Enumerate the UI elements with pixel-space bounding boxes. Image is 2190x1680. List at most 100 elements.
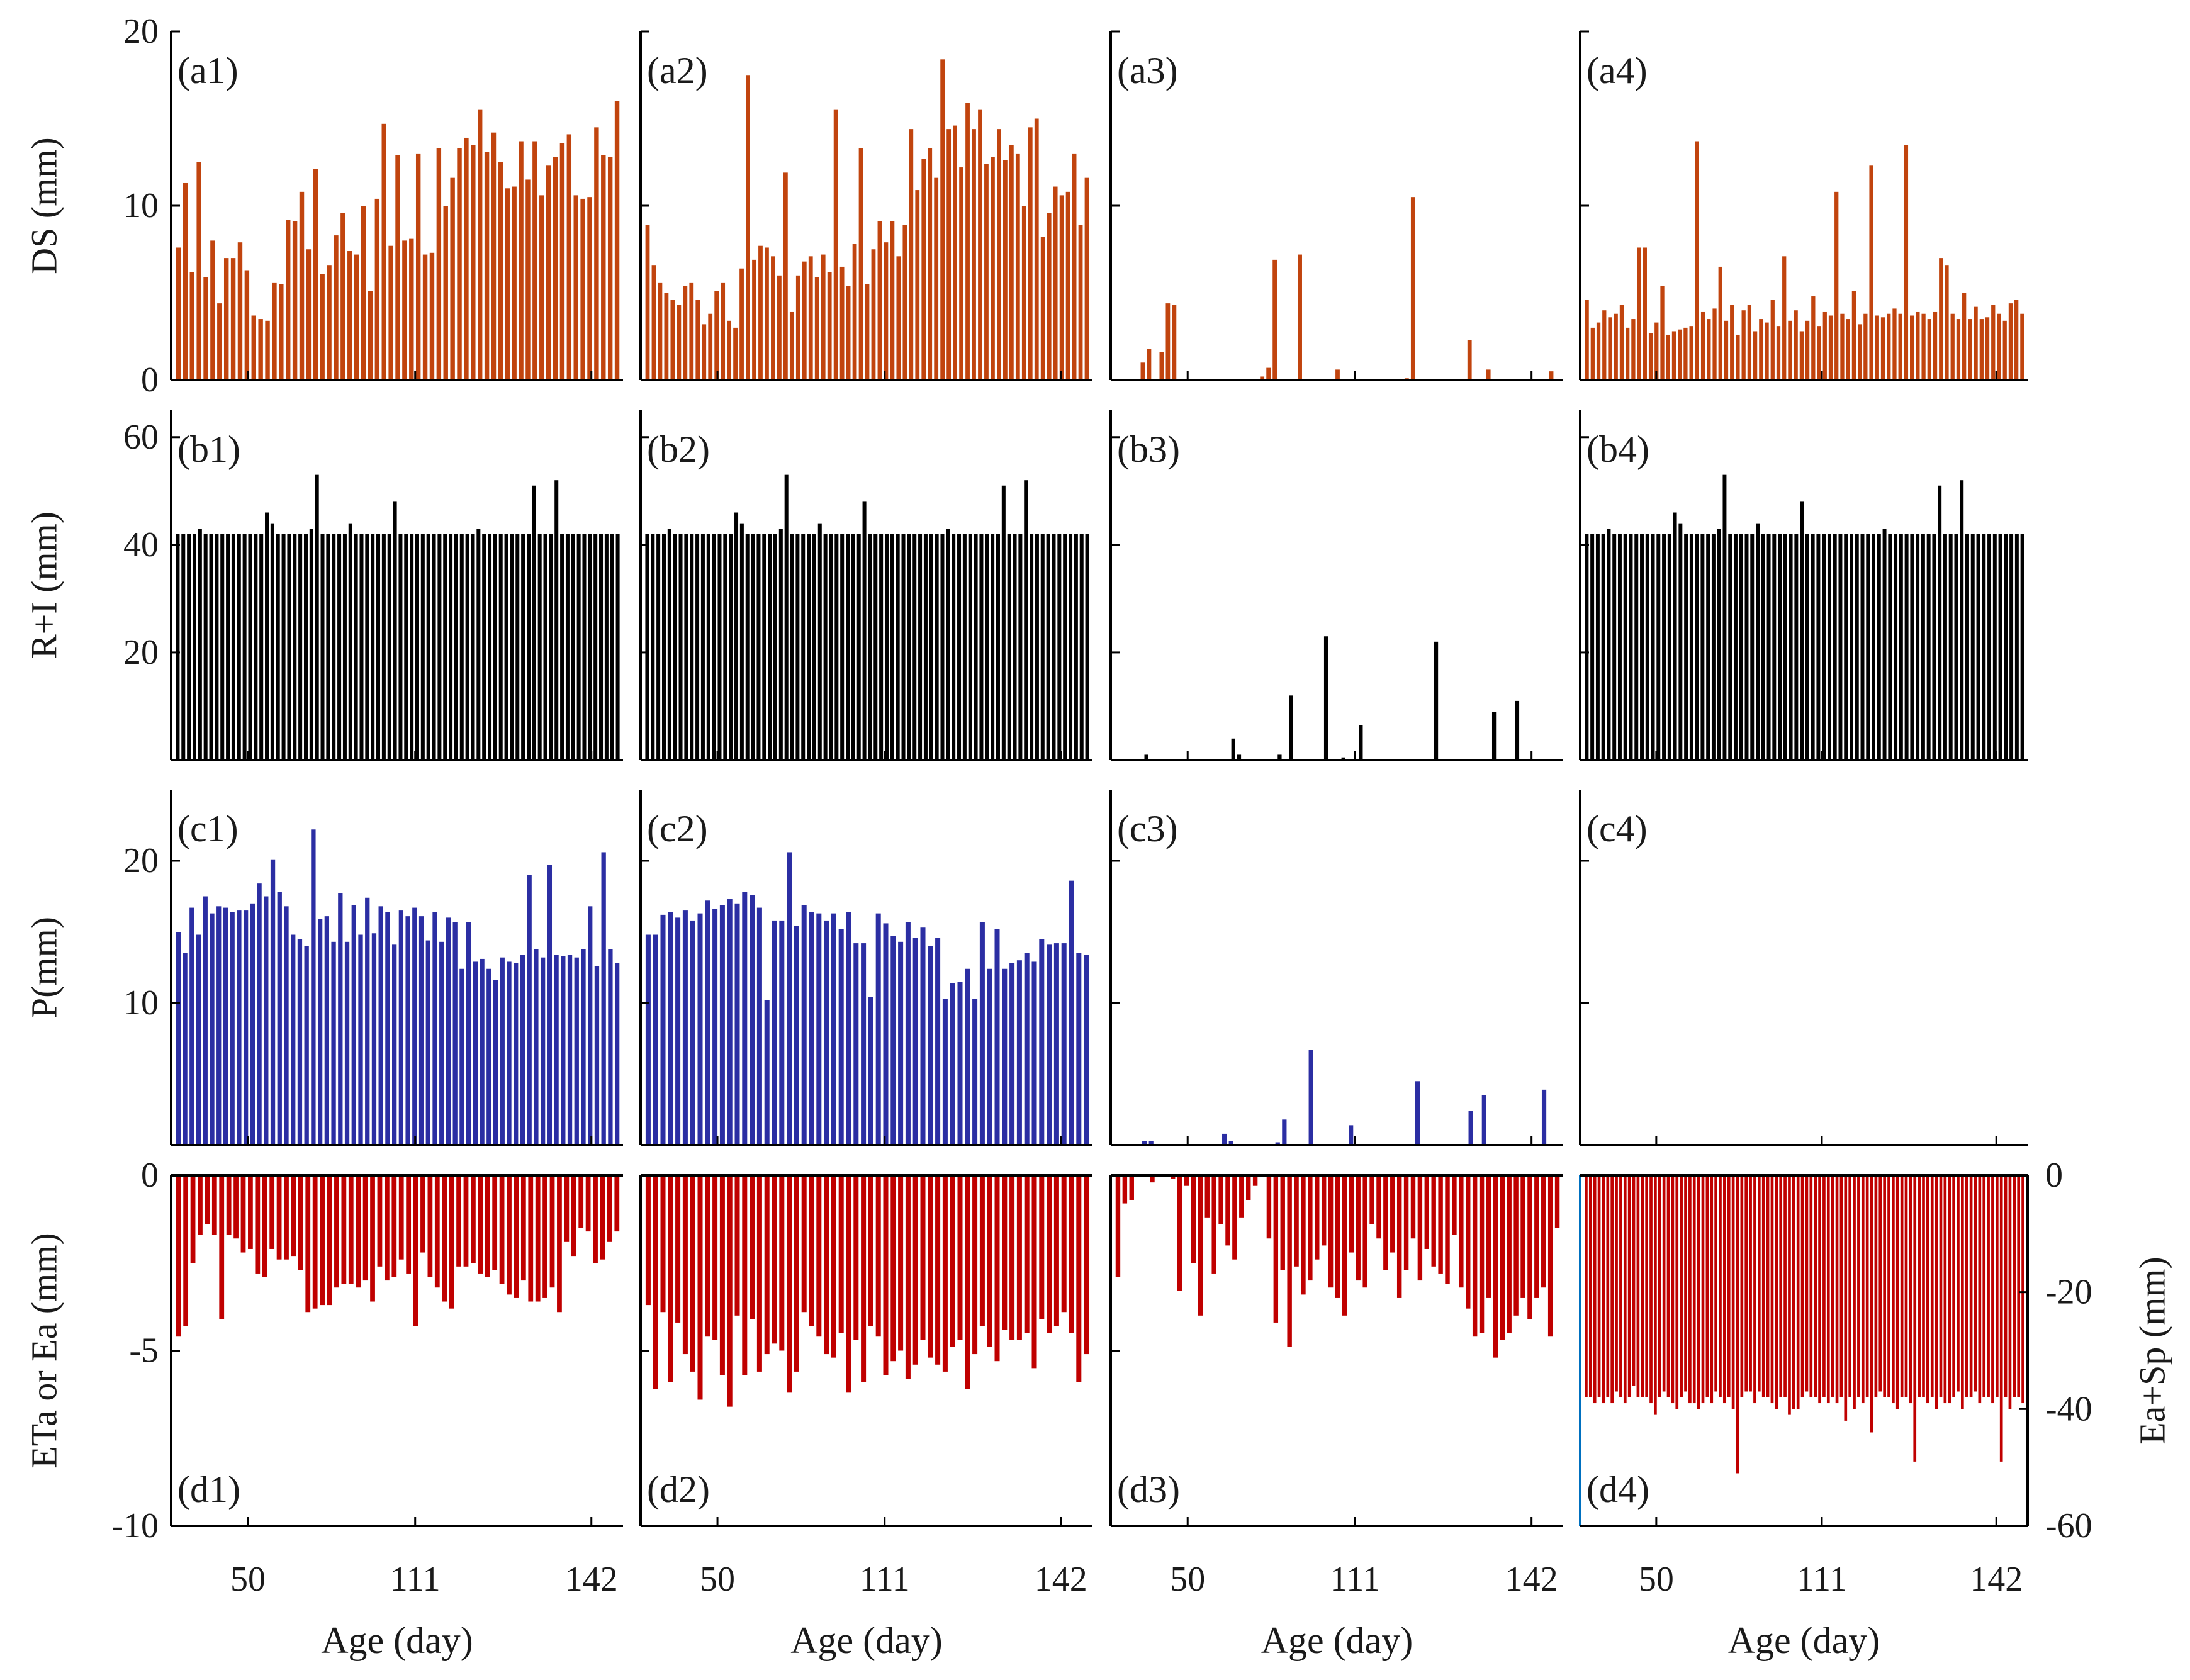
- bar-d4-63: [1853, 1175, 1856, 1409]
- bar-b2-69: [1024, 480, 1028, 760]
- bar-a2-16: [739, 268, 744, 380]
- bar-a1-43: [464, 137, 469, 380]
- bar-b2-56: [952, 534, 956, 760]
- bar-b1-51: [454, 534, 458, 760]
- bar-a2-49: [946, 129, 952, 380]
- bar-a2-41: [896, 256, 901, 380]
- bar-b2-70: [1030, 534, 1034, 760]
- bar-a1-30: [374, 198, 380, 380]
- bar-d4-100: [2013, 1175, 2016, 1397]
- x-tick-label-d4: 142: [1970, 1560, 2023, 1599]
- bar-b1-32: [348, 523, 352, 760]
- bar-a2-14: [727, 320, 732, 380]
- bar-a2-45: [921, 159, 926, 380]
- bar-d3-6: [1150, 1175, 1155, 1183]
- bar-a4-62: [1939, 258, 1943, 380]
- bar-d3-43: [1403, 1175, 1409, 1270]
- bar-c1-4: [196, 934, 201, 1145]
- bar-d2-31: [868, 1175, 873, 1326]
- bar-a4-44: [1834, 191, 1839, 380]
- bar-b4-46: [1833, 534, 1837, 760]
- bar-b1-64: [526, 534, 531, 760]
- bar-c1-12: [250, 903, 256, 1145]
- bar-b2-48: [907, 534, 911, 760]
- bar-d3-15: [1211, 1175, 1216, 1274]
- bar-d1-32: [398, 1175, 404, 1260]
- bar-d4-5: [1602, 1175, 1605, 1404]
- bar-c3-65: [1541, 1089, 1547, 1145]
- bar-c1-33: [391, 944, 397, 1145]
- bar-b2-67: [1013, 534, 1017, 760]
- bar-c2-60: [1084, 955, 1089, 1145]
- bar-b2-75: [1057, 534, 1062, 760]
- bar-d4-30: [1710, 1175, 1714, 1404]
- bar-b4-12: [1645, 534, 1649, 760]
- bar-c1-55: [540, 957, 546, 1145]
- bar-b2-28: [795, 534, 800, 760]
- bar-a3-10: [1172, 305, 1177, 380]
- panel-d2: [639, 1174, 1092, 1527]
- bar-a2-3: [658, 282, 663, 380]
- panel-label-c1: (c1): [177, 808, 239, 849]
- bar-d2-40: [935, 1175, 941, 1365]
- bar-a1-33: [395, 155, 400, 381]
- bar-a1-62: [594, 127, 599, 380]
- bar-a2-60: [1015, 153, 1020, 380]
- bar-d1-50: [528, 1175, 534, 1302]
- bar-b2-63: [991, 534, 995, 760]
- bar-c1-57: [554, 955, 559, 1145]
- bar-d4-31: [1714, 1175, 1717, 1392]
- bar-d4-101: [2017, 1175, 2021, 1397]
- bar-a2-9: [695, 300, 700, 380]
- bar-b1-13: [242, 534, 247, 760]
- bar-b1-26: [315, 474, 319, 760]
- bar-a1-10: [237, 242, 243, 380]
- bar-d4-89: [1965, 1175, 1968, 1397]
- bar-a1-44: [471, 145, 476, 381]
- bar-d4-99: [2008, 1175, 2012, 1409]
- bar-a2-11: [708, 313, 713, 380]
- bar-b2-9: [690, 534, 694, 760]
- bar-b2-51: [923, 534, 928, 760]
- bar-a1-58: [566, 134, 572, 380]
- bar-a4-5: [1608, 317, 1612, 380]
- bar-d4-102: [2021, 1175, 2024, 1404]
- bar-c1-46: [480, 958, 485, 1145]
- bar-b1-56: [482, 534, 486, 760]
- bar-b2-22: [762, 534, 766, 760]
- bar-a4-72: [1997, 313, 2001, 380]
- bar-c2-41: [942, 999, 948, 1145]
- bar-a2-24: [789, 311, 794, 380]
- bar-d2-16: [756, 1175, 762, 1372]
- bar-d4-14: [1641, 1175, 1644, 1397]
- bar-a1-39: [436, 148, 442, 380]
- bar-a1-46: [484, 152, 490, 380]
- bar-a4-31: [1759, 319, 1763, 380]
- bar-c2-46: [979, 922, 985, 1145]
- bar-a4-32: [1765, 322, 1769, 380]
- bar-b2-3: [656, 534, 661, 760]
- bar-d1-48: [514, 1175, 519, 1298]
- bar-a4-41: [1817, 326, 1821, 380]
- bar-b1-15: [254, 534, 258, 760]
- bar-d2-25: [824, 1175, 829, 1355]
- bar-a2-54: [978, 109, 982, 380]
- bar-c1-41: [446, 917, 451, 1145]
- bar-a4-61: [1933, 311, 1938, 380]
- bar-a1-18: [292, 221, 298, 380]
- bar-a2-61: [1021, 206, 1026, 380]
- bar-b4-42: [1811, 534, 1815, 760]
- bar-c2-13: [734, 903, 740, 1145]
- bar-d2-44: [965, 1175, 970, 1389]
- bar-c2-52: [1024, 953, 1030, 1145]
- bar-b4-31: [1750, 534, 1755, 760]
- bar-d4-7: [1610, 1175, 1614, 1404]
- bar-a1-13: [258, 319, 263, 380]
- bar-c2-27: [838, 929, 844, 1145]
- bar-b2-24: [773, 534, 777, 760]
- bar-d4-69: [1878, 1175, 1882, 1392]
- bar-c2-53: [1031, 961, 1037, 1145]
- bar-a2-46: [928, 148, 933, 380]
- panel-d4: [1579, 1174, 2029, 1527]
- panel-a1: [170, 30, 623, 381]
